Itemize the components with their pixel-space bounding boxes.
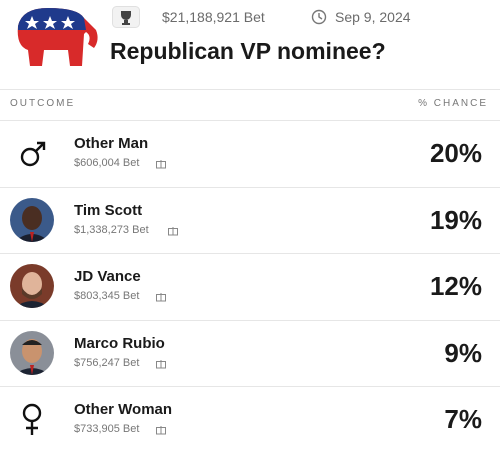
chance: 7% [444,404,482,434]
outcome-icon [10,330,54,375]
outcome-bet: $1,338,273 Bet [74,223,149,236]
outcome-icon [10,264,54,308]
outcome-row[interactable]: Other Woman $733,905 Bet 7% [0,386,500,453]
outcome-bet: $756,247 Bet [74,356,140,369]
chance: 19% [429,204,482,235]
outcome-bet: $606,004 Bet [74,157,140,169]
outcome-name: Marco Rubio [74,334,165,352]
divider [0,89,500,90]
outcome-bet: $803,345 Bet [74,290,140,302]
outcome-row[interactable]: JD Vance $803,345 Bet 12% [0,253,500,320]
gift-icon [156,426,167,435]
chance: 9% [444,337,482,368]
gift-icon [156,160,167,169]
chance: 12% [429,271,482,301]
chance: 20% [429,138,482,168]
column-header: % CHANCE [418,98,488,109]
outcome-name: Other Man [74,135,149,152]
outcome-icon [10,197,54,242]
column-header: OUTCOME [10,98,76,109]
gift-icon [168,226,179,235]
outcome-icon [20,141,46,167]
gift-icon [156,293,167,302]
outcome-name: JD Vance [74,268,141,285]
outcome-icon [22,403,42,435]
trophy-icon [112,6,140,28]
outcome-name: Other Woman [74,401,173,418]
outcome-row[interactable]: Tim Scott $1,338,273 Bet 19% [0,186,500,254]
elephant-logo [17,8,98,66]
volume: $21,188,921 Bet [162,9,265,25]
gift-icon [156,359,167,368]
date: Sep 9, 2024 [335,9,411,25]
outcome-bet: $733,905 Bet [74,423,140,435]
outcome-row[interactable]: Other Man $606,004 Bet 20% [0,120,500,187]
outcome-name: Tim Scott [74,201,143,219]
clock-icon [311,9,327,25]
outcome-row[interactable]: Marco Rubio $756,247 Bet 9% [0,319,500,387]
title: Republican VP nominee? [110,38,386,64]
